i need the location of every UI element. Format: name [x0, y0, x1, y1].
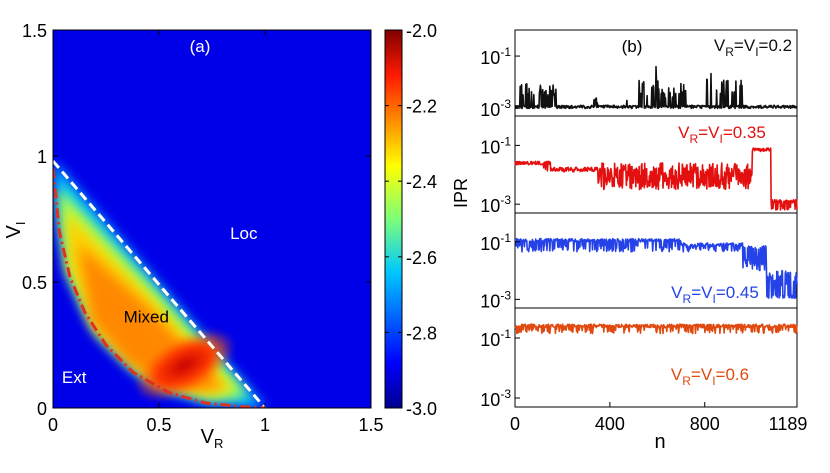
panel-a-label: (a): [190, 37, 211, 56]
ipr-trace: [514, 147, 798, 211]
panel-a-ylabel: VI: [3, 222, 28, 239]
colorbar-tick-label: -2.4: [406, 172, 437, 192]
y-tick-label: 10-1: [480, 231, 511, 254]
region-label-mixed: Mixed: [124, 307, 169, 326]
x-tick-label: 0: [510, 414, 520, 434]
y-tick-label: 1.5: [22, 21, 47, 41]
y-tick-label: 10-3: [480, 193, 511, 216]
ipr-subpanel-2: 10-1 10-3 VR=VI=0.35: [480, 115, 798, 216]
x-tick-label: 1.5: [358, 415, 383, 435]
series-label: VR=VI=0.6: [671, 365, 749, 388]
colorbar-tick-label: -2.8: [406, 323, 437, 343]
subpanel-frame: [514, 307, 798, 408]
panel-a-xlabel: VR: [201, 426, 224, 451]
y-tick-label: 0: [37, 399, 47, 419]
region-label-ext: Ext: [62, 368, 87, 387]
panel-b-label: (b): [622, 37, 643, 56]
x-tick-label: 800: [690, 414, 720, 434]
phase-boundaries: [53, 160, 267, 408]
colorbar-tick-label: -2.2: [406, 97, 437, 117]
ipr-trace: [514, 237, 798, 299]
y-tick-label: 1: [37, 147, 47, 167]
ipr-trace: [514, 323, 798, 335]
panel-a-ticks: 0 0.5 1 1.5 0 0.5 1 1.5: [22, 21, 384, 435]
y-tick-label: 10-1: [480, 134, 511, 157]
panel-a: 0 0.5 1 1.5 0 0.5 1 1.5 Loc Mixed Ext (a) VR VI -…: [3, 21, 437, 451]
panel-b-xlabel: n: [654, 431, 665, 453]
colorbar-ticks: -2.0 -2.2 -2.4 -2.6 -2.8 -3.0: [385, 21, 437, 419]
y-tick-label: 10-1: [480, 327, 511, 350]
series-label: VR=VI=0.2: [714, 36, 792, 59]
y-tick-label: 10-1: [480, 45, 511, 68]
colorbar: [384, 29, 403, 409]
region-label-loc: Loc: [230, 224, 258, 243]
x-tick-label: 0.5: [146, 415, 171, 435]
y-tick-label: 10-3: [480, 387, 511, 410]
panel-b-xticks: 0 400 800 1189: [510, 402, 807, 434]
colorbar-tick-label: -2.0: [406, 21, 437, 41]
ipr-subpanel-4: 10-1 10-3 VR=VI=0.6: [480, 307, 798, 410]
x-tick-label: 1: [260, 415, 270, 435]
ipr-subpanel-3: 10-1 10-3 VR=VI=0.45: [480, 212, 798, 311]
mixed-core: [134, 329, 235, 401]
y-tick-label: 10-3: [480, 97, 511, 120]
panel-b: 10-110-3VR=VI=0.210-110-3VR=VI=0.3510-11…: [451, 29, 807, 453]
series-label: VR=VI=0.35: [678, 123, 766, 146]
x-tick-label: 0: [48, 415, 58, 435]
x-tick-label: 1189: [769, 414, 808, 434]
y-tick-label: 0.5: [22, 273, 47, 293]
heatmap-frame: [52, 29, 372, 409]
colorbar-tick-label: -3.0: [406, 399, 437, 419]
series-label: VR=VI=0.45: [671, 283, 759, 306]
ipr-trace: [514, 65, 798, 110]
boundary-lower: [53, 168, 266, 408]
colorbar-tick-label: -2.6: [406, 248, 437, 268]
y-tick-label: 10-3: [480, 288, 511, 311]
panel-b-ylabel: IPR: [451, 178, 471, 208]
boundary-upper: [53, 160, 267, 408]
region-labels: Loc Mixed Ext: [62, 224, 258, 387]
x-tick-label: 400: [595, 414, 625, 434]
